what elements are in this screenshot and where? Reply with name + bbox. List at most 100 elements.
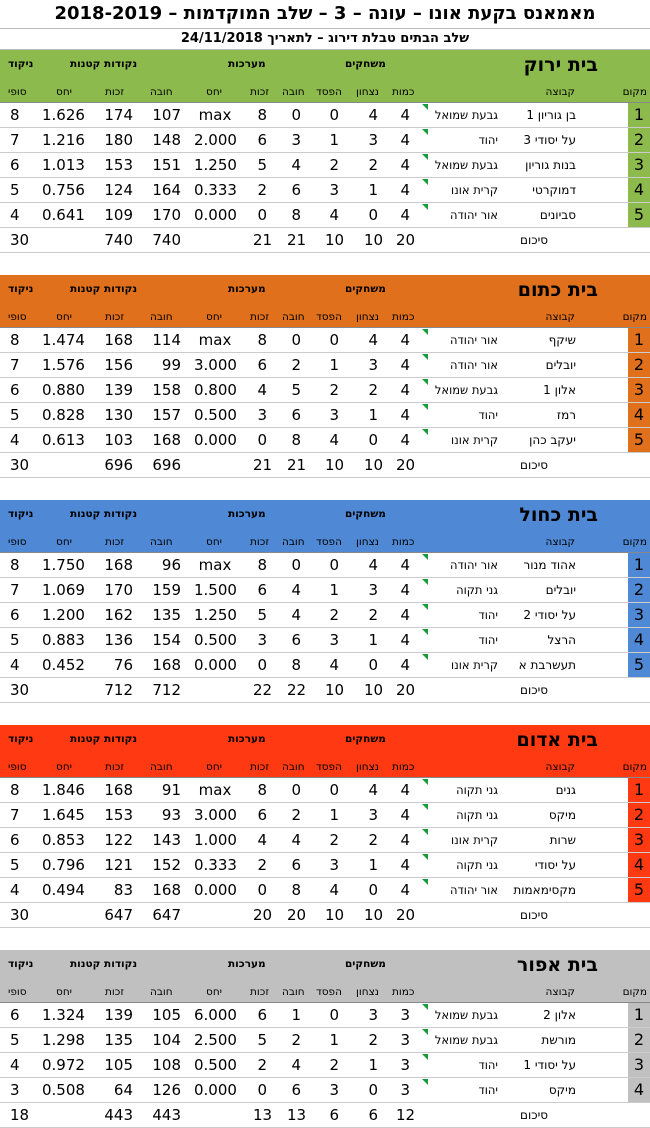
sl-cell: 6 [291, 1081, 301, 1099]
srat-cell: 6.000 [194, 1006, 237, 1024]
rank-header: מקום [622, 86, 647, 98]
total-wins-cell: 10 [364, 231, 384, 249]
score-cell: 6 [10, 606, 20, 624]
pw-cell: 174 [104, 106, 133, 124]
games-group-label: משחקים [345, 958, 386, 970]
sets-lost-header: חובה [282, 761, 305, 773]
srat-cell: 1.000 [194, 831, 237, 849]
loss-cell: 3 [329, 181, 339, 199]
player-cell: שרות [549, 833, 576, 847]
prat-cell: 0.641 [42, 206, 85, 224]
standings-tables: בית ירוק משחקים מערכות נקודות קטנות ניקוד מקו… [0, 50, 650, 1128]
prat-cell: 0.796 [42, 856, 85, 874]
points-group-label: נקודות קטנות [70, 508, 138, 520]
team-header: קבוצה [545, 761, 575, 773]
total-sl-cell: 13 [287, 1106, 307, 1124]
sets-won-header: זכות [250, 536, 269, 548]
srat-cell: max [198, 781, 232, 799]
sw-cell: 3 [257, 406, 267, 424]
wins-cell: 0 [368, 431, 378, 449]
comment-marker-icon [422, 829, 428, 835]
total-score-cell: 30 [10, 456, 30, 474]
total-score-cell: 30 [10, 681, 30, 699]
sl-cell: 4 [291, 606, 301, 624]
score-cell: 3 [10, 1081, 20, 1099]
points-lost-header: חובה [150, 986, 173, 998]
sets-ratio-header: יחס [206, 761, 223, 773]
score-cell: 7 [10, 806, 20, 824]
comment-marker-icon [422, 179, 428, 185]
sw-cell: 6 [257, 581, 267, 599]
table-row: 5 מקסימאמות אור יהודה 4 0 4 8 0 0.000 168 83 0.494 4 [0, 878, 650, 903]
games-cell: 4 [400, 406, 410, 424]
total-pw-cell: 696 [104, 456, 133, 474]
house-header: בית אדום משחקים מערכות נקודות קטנות ניקוד [0, 725, 650, 757]
score-group-label: ניקוד [8, 283, 34, 295]
prat-cell: 0.756 [42, 181, 85, 199]
score-cell: 4 [10, 881, 20, 899]
rank-cell: 2 [628, 1028, 650, 1052]
sl-cell: 1 [291, 1006, 301, 1024]
rank-cell: 2 [628, 353, 650, 377]
loss-cell: 1 [329, 581, 339, 599]
games-cell: 3 [400, 1056, 410, 1074]
total-score-cell: 18 [10, 1106, 30, 1124]
sw-cell: 0 [257, 1081, 267, 1099]
comment-marker-icon [422, 654, 428, 660]
sl-cell: 0 [291, 556, 301, 574]
totals-row: סיכום 12 6 6 13 13 443 443 18 [0, 1103, 650, 1128]
table-row: 4 הרצל יהוד 4 1 3 6 3 0.500 154 136 0.883 5 [0, 628, 650, 653]
points-won-header: זכות [105, 311, 124, 323]
sw-cell: 2 [257, 1056, 267, 1074]
loss-cell: 0 [329, 1006, 339, 1024]
sw-cell: 6 [257, 1006, 267, 1024]
team-header: קבוצה [545, 311, 575, 323]
wins-header: נצחון [356, 86, 380, 98]
games-group-label: משחקים [345, 733, 386, 745]
team-cell: יהוד [478, 133, 499, 147]
score-group-label: ניקוד [8, 58, 34, 70]
comment-marker-icon [422, 1004, 428, 1010]
loss-cell: 3 [329, 631, 339, 649]
loss-cell: 1 [329, 356, 339, 374]
player-cell: על יסודי [534, 858, 576, 872]
pw-cell: 139 [104, 1006, 133, 1024]
section-spacer [0, 253, 650, 275]
pw-cell: 168 [104, 331, 133, 349]
table-row: 3 על יסודי 1 יהוד 3 1 2 4 2 0.500 108 105 0.972 4 [0, 1053, 650, 1078]
rank-cell: 4 [628, 1078, 650, 1102]
rank-cell: 1 [628, 328, 650, 352]
player-cell: מקסימאמות [513, 883, 576, 897]
points-group-label: נקודות קטנות [70, 283, 138, 295]
wins-cell: 3 [368, 1006, 378, 1024]
player-cell: בן גוריון 1 [526, 108, 576, 122]
sl-cell: 3 [291, 131, 301, 149]
team-cell: גני תקוה [456, 808, 498, 822]
total-sl-cell: 21 [287, 456, 307, 474]
team-cell: יהוד [478, 1083, 499, 1097]
pw-cell: 83 [113, 881, 133, 899]
column-headers: מקום קבוצה כמות נצחון הפסד חובה זכות יחס חובה זכו… [0, 82, 650, 103]
pw-cell: 109 [104, 206, 133, 224]
comment-marker-icon [422, 629, 428, 635]
wins-cell: 1 [368, 406, 378, 424]
table-row: 4 דמוקרטי קרית אונו 4 1 3 6 2 0.333 164 124 0.756 5 [0, 178, 650, 203]
sw-cell: 0 [257, 206, 267, 224]
score-cell: 5 [10, 181, 20, 199]
sw-cell: 8 [257, 331, 267, 349]
score-cell: 6 [10, 831, 20, 849]
player-cell: הרצל [547, 633, 576, 647]
comment-marker-icon [422, 404, 428, 410]
sl-cell: 4 [291, 831, 301, 849]
total-wins-cell: 10 [364, 456, 384, 474]
column-headers: מקום קבוצה כמות נצחון הפסד חובה זכות יחס חובה זכו… [0, 757, 650, 778]
total-games-cell: 20 [396, 231, 416, 249]
sets-won-header: זכות [250, 86, 269, 98]
total-sl-cell: 21 [287, 231, 307, 249]
total-pw-cell: 647 [104, 906, 133, 924]
rank-cell: 2 [628, 578, 650, 602]
house-name: בית כחול [519, 504, 598, 526]
total-games-cell: 20 [396, 681, 416, 699]
prat-cell: 1.846 [42, 781, 85, 799]
house-table: בית ירוק משחקים מערכות נקודות קטנות ניקוד מקו… [0, 50, 650, 275]
